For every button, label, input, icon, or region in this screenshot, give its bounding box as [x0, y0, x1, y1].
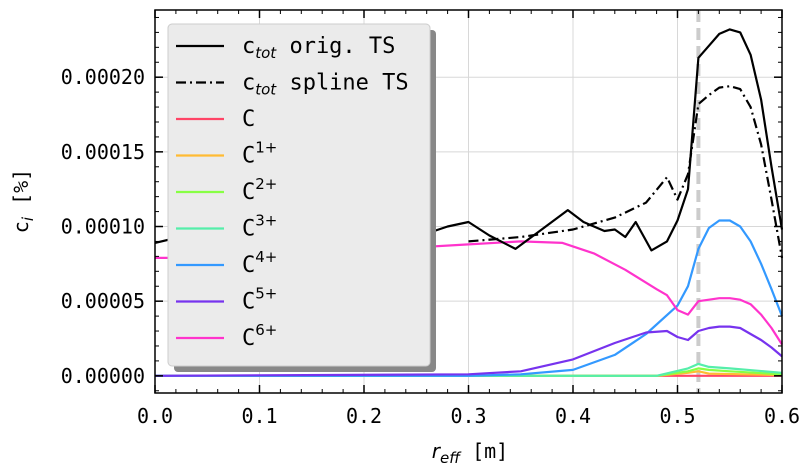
x-tick-label: 0.2: [346, 404, 382, 428]
legend-entry-label: C6+: [242, 321, 277, 351]
x-tick-label: 0.0: [137, 404, 173, 428]
y-tick-label: 0.00010: [61, 215, 145, 239]
legend-entry-label: C4+: [242, 248, 277, 278]
x-tick-label: 0.1: [241, 404, 277, 428]
series-line-c3-: [155, 362, 783, 377]
x-tick-label: 0.5: [659, 404, 695, 428]
legend-entry-label: ctot spline TS: [242, 71, 409, 99]
y-tick-label: 0.00000: [61, 364, 145, 388]
legend-box: [167, 23, 431, 367]
legend-entry-label: C: [242, 107, 255, 132]
legend-entry-label: C2+: [242, 175, 277, 205]
x-axis-label: reff [m]: [432, 439, 508, 467]
y-tick-label: 0.00015: [61, 140, 145, 164]
series-line-c-tot-spline-ts: [468, 85, 784, 259]
y-axis-label-text: ci [%]: [9, 169, 37, 233]
x-axis-label-text: reff [m]: [432, 439, 508, 467]
x-tick-label: 0.6: [764, 404, 800, 428]
x-tick-label: 0.3: [450, 404, 486, 428]
legend-entry-label: C5+: [242, 285, 277, 315]
x-tick-label: 0.4: [555, 404, 591, 428]
y-axis-label: ci [%]: [9, 169, 37, 233]
legend-entry-label: C3+: [242, 212, 277, 242]
legend: ctot orig. TS ctot spline TS C C1+ C2+ C3+ C4+…: [167, 23, 436, 372]
legend-entry-label: ctot orig. TS: [242, 34, 395, 62]
axis-ticks: 0.0 0.1 0.2 0.3 0.4 0.5 0.6 0.00000 0.00005 0.000…: [61, 10, 800, 428]
y-tick-label: 0.00020: [61, 65, 145, 89]
series-line-c4-: [155, 219, 784, 377]
y-tick-label: 0.00005: [61, 289, 145, 313]
legend-entry-label: C1+: [242, 139, 277, 169]
series-line-c5-: [154, 325, 783, 377]
